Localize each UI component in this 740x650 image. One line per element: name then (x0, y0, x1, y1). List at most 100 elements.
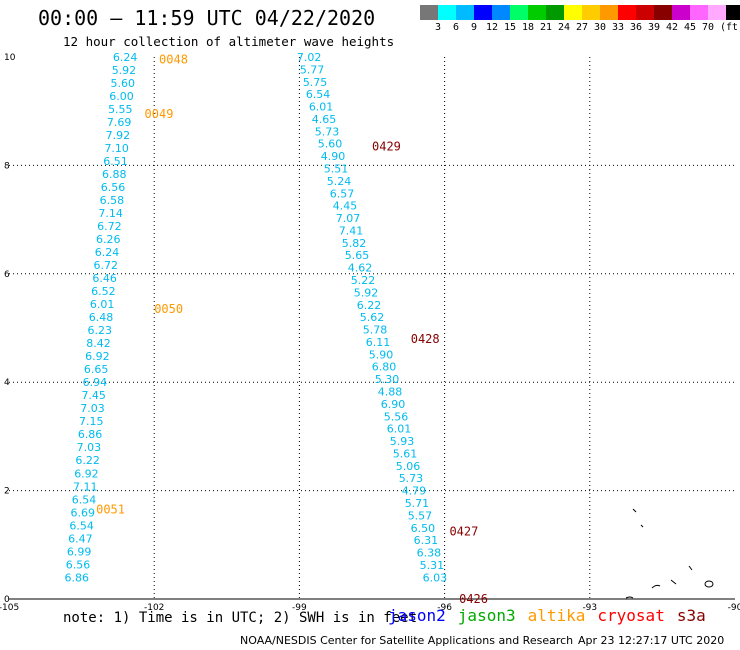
wave-height-label: 5.61 (393, 447, 418, 460)
wave-height-label: 6.69 (71, 506, 96, 519)
wave-height-label: 6.56 (66, 558, 91, 571)
wave-height-label: 6.31 (414, 534, 439, 547)
color-swatch (600, 5, 618, 20)
wave-height-label: 6.24 (113, 51, 138, 64)
color-swatch (672, 5, 690, 20)
chart-subtitle: 12 hour collection of altimeter wave hei… (63, 34, 395, 49)
wave-height-label: 6.80 (372, 361, 397, 374)
wave-height-label: 6.90 (381, 398, 406, 411)
wave-height-label: 6.51 (103, 155, 128, 168)
pass-time-label: 0049 (145, 107, 174, 121)
color-scale-unit: (ft) (720, 22, 740, 33)
wave-height-label: 6.72 (97, 220, 122, 233)
wave-height-label: 8.42 (86, 337, 111, 350)
color-swatch (690, 5, 708, 20)
wave-height-label: 6.86 (65, 571, 90, 584)
wave-height-label: 7.03 (77, 441, 102, 454)
color-swatch (636, 5, 654, 20)
wave-height-label: 6.94 (83, 376, 108, 389)
color-scale-label: 15 (503, 22, 517, 33)
wave-height-label: 5.78 (363, 324, 388, 337)
wave-height-label: 5.51 (324, 162, 349, 175)
wave-height-label: 6.88 (102, 168, 127, 181)
wave-height-label: 6.50 (411, 522, 436, 535)
color-swatch (510, 5, 528, 20)
wave-height-label: 5.73 (315, 125, 340, 138)
wave-height-label: 6.54 (69, 519, 94, 532)
y-tick-label: 6 (4, 270, 10, 280)
x-tick-label: -93 (582, 603, 597, 613)
y-tick-label: 2 (4, 487, 10, 497)
wave-height-label: 5.90 (369, 348, 394, 361)
wave-height-label: 5.77 (300, 63, 325, 76)
wave-height-label: 5.31 (420, 559, 445, 572)
wave-height-label: 6.92 (74, 467, 99, 480)
wave-height-label: 6.26 (96, 233, 121, 246)
wave-height-label: 5.57 (408, 509, 433, 522)
pass-time-label: 0429 (372, 139, 401, 153)
legend-jason2: jason2 (388, 606, 446, 625)
color-swatch (438, 5, 456, 20)
wave-height-label: 6.52 (91, 285, 116, 298)
color-scale-label: 39 (647, 22, 661, 33)
wave-height-label: 6.22 (75, 454, 100, 467)
legend-s3a: s3a (676, 606, 706, 625)
pass-time-label: 0051 (96, 503, 125, 517)
color-swatch (492, 5, 510, 20)
wave-height-label: 6.92 (85, 350, 110, 363)
wave-height-label: 6.57 (330, 187, 355, 200)
axes: -105 -102 -99 -96 -93 -90 0 2 4 6 8 10 (0, 53, 740, 613)
wave-height-label: 7.10 (104, 142, 129, 155)
chart-title: 00:00 – 11:59 UTC 04/22/2020 (38, 6, 376, 30)
pass-time-label: 0050 (154, 302, 183, 316)
wave-height-label: 7.14 (98, 207, 123, 220)
wave-height-label: 5.60 (110, 77, 135, 90)
wave-height-label: 7.15 (79, 415, 104, 428)
wave-height-label: 5.92 (354, 286, 379, 299)
wave-height-label: 6.58 (100, 194, 125, 207)
wave-height-label: 4.79 (402, 485, 427, 498)
wave-height-label: 5.93 (390, 435, 415, 448)
color-scale-label: 3 (434, 22, 442, 33)
coastline (625, 508, 714, 599)
wave-height-label: 6.23 (88, 324, 113, 337)
wave-height-label: 7.11 (73, 480, 98, 493)
x-tick-label: -102 (144, 603, 164, 613)
wave-height-label: 4.65 (312, 113, 337, 126)
wave-height-label: 6.46 (92, 272, 117, 285)
color-scale-label: 27 (575, 22, 589, 33)
wave-height-label: 6.48 (89, 311, 114, 324)
color-scale-label: 12 (485, 22, 499, 33)
wave-height-label: 5.82 (342, 237, 367, 250)
color-scale-label: 70 (701, 22, 715, 33)
credit-text: NOAA/NESDIS Center for Satellite Applica… (240, 634, 574, 647)
pass-time-label: 0427 (449, 524, 478, 538)
wave-height-label: 5.30 (375, 373, 400, 386)
color-scale-label: 9 (470, 22, 478, 33)
color-scale-label: 42 (665, 22, 679, 33)
wave-height-label: 6.47 (68, 532, 93, 545)
color-swatch (420, 5, 438, 20)
wave-height-label: 5.55 (108, 103, 133, 116)
legend-cryosat: cryosat (597, 606, 665, 625)
wave-height-label: 7.02 (297, 51, 322, 64)
wave-height-label: 6.54 (72, 493, 97, 506)
wave-height-label: 5.75 (303, 76, 328, 89)
color-swatch (528, 5, 546, 20)
wave-height-label: 4.90 (321, 150, 346, 163)
wave-height-label: 6.54 (306, 88, 331, 101)
wave-height-label: 6.56 (101, 181, 126, 194)
wave-height-label: 6.99 (67, 545, 92, 558)
wave-height-label: 5.60 (318, 138, 343, 151)
color-swatch (582, 5, 600, 20)
pass-time-label: 0048 (159, 53, 188, 67)
wave-height-label: 7.45 (81, 389, 106, 402)
pass-time-label: 0428 (411, 332, 440, 346)
y-tick-label: 10 (4, 53, 16, 63)
y-tick-label: 8 (4, 161, 10, 171)
color-swatch (708, 5, 726, 20)
color-swatch (456, 5, 474, 20)
wave-height-label: 5.56 (384, 410, 409, 423)
wave-height-label: 4.62 (348, 262, 373, 275)
wave-height-label: 4.45 (333, 200, 358, 213)
